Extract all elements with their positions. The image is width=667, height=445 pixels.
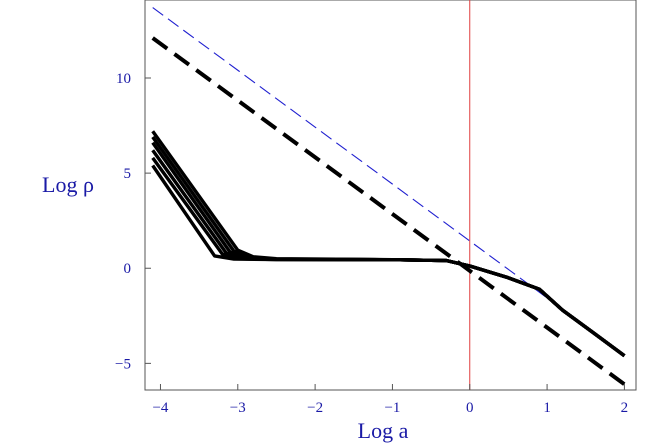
y-tick-label: 0 (124, 261, 132, 277)
x-tick-label: −4 (152, 400, 168, 416)
x-tick-label: −3 (230, 400, 246, 416)
x-tick-label: 1 (543, 400, 551, 416)
chart-marks (151, 0, 626, 390)
x-tick-label: −2 (307, 400, 323, 416)
y-tick-label: 10 (116, 71, 131, 87)
x-tick-label: 2 (621, 400, 629, 416)
x-tick-label: 0 (466, 400, 474, 416)
plot-frame (144, 0, 637, 391)
y-tick-label: −5 (115, 356, 131, 372)
x-tick-label: −1 (384, 400, 400, 416)
series-line-2 (151, 36, 626, 386)
x-axis-ticks: −4 −3 −2 −1 0 1 2 (152, 384, 628, 416)
y-tick-label: 5 (124, 166, 132, 182)
x-axis-title: Log a (358, 418, 409, 443)
series-line-1 (152, 7, 625, 356)
y-axis-title: Log ρ (42, 172, 94, 197)
series-line-8 (151, 130, 626, 358)
y-axis-ticks: −5 0 5 10 (115, 71, 151, 372)
